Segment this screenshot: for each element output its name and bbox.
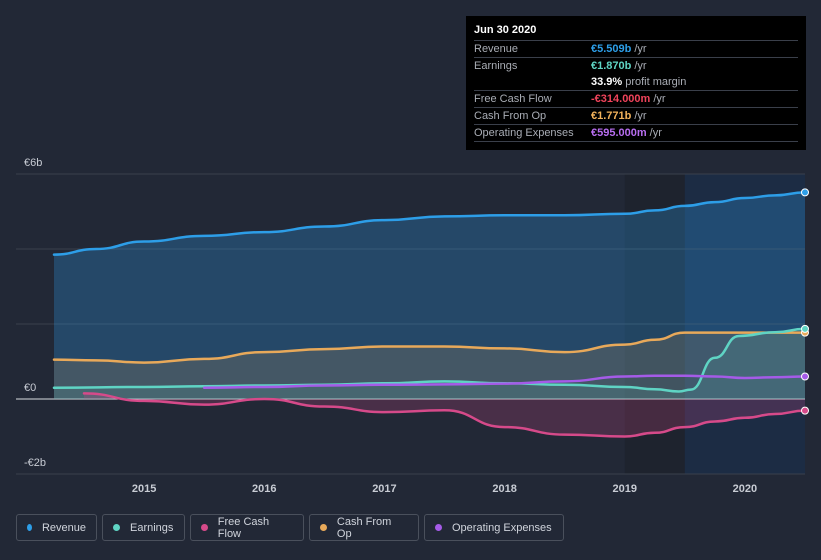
tooltip-row-profit-margin: 33.9% profit margin <box>474 74 798 91</box>
earnings-line <box>52 327 807 393</box>
tooltip-value: 33.9% <box>591 76 623 88</box>
legend-label: Free Cash Flow <box>217 515 270 540</box>
x-tick-label: 2018 <box>492 483 516 495</box>
tooltip-label: Earnings <box>474 60 518 72</box>
tooltip-row-free-cash-flow: Free Cash Flow -€314.000m /yr <box>474 91 798 108</box>
tooltip-row-cash-from-op: Cash From Op €1.771b /yr <box>474 108 798 125</box>
tooltip-label: Revenue <box>474 43 519 55</box>
legend-label: Revenue <box>41 521 86 534</box>
tooltip-value: -€314.000m <box>591 93 651 105</box>
x-tick-label: 2015 <box>132 483 156 495</box>
tooltip-label: Operating Expenses <box>474 127 574 139</box>
cash-from-op-line <box>52 331 807 364</box>
cash-from-op-area <box>54 332 805 399</box>
revenue-line <box>52 191 807 256</box>
legend-item-earnings[interactable]: Earnings <box>102 514 185 541</box>
legend-label: Cash From Op <box>336 515 392 540</box>
earnings-end-point <box>801 324 809 333</box>
free-cash-flow-end-point <box>801 406 809 415</box>
tooltip-label: Free Cash Flow <box>474 93 552 105</box>
tooltip-row-operating-expenses: Operating Expenses €595.000m /yr <box>474 125 798 142</box>
tooltip-value: €5.509b <box>591 43 632 55</box>
tooltip-value: €595.000m <box>591 127 647 139</box>
tooltip-unit: /yr <box>653 93 666 105</box>
legend-item-cash-from-op[interactable]: Cash From Op <box>309 514 419 541</box>
x-tick-label: 2017 <box>372 483 396 495</box>
legend-label: Operating Expenses <box>452 521 552 534</box>
operating-expenses-dot-icon <box>435 524 442 531</box>
y-tick-label: €6b <box>24 157 42 169</box>
tooltip-value: €1.771b <box>591 110 632 122</box>
tooltip-panel: Jun 30 2020 Revenue €5.509b /yr Earnings… <box>466 16 806 150</box>
operating-expenses-line <box>202 374 807 390</box>
free-cash-flow-dot-icon <box>201 524 208 531</box>
tooltip-unit: /yr <box>649 127 662 139</box>
tooltip-label: Cash From Op <box>474 110 547 122</box>
y-tick-label: €0 <box>24 382 36 394</box>
earnings-dot-icon <box>113 524 120 531</box>
y-tick-label: -€2b <box>24 457 46 469</box>
tooltip-value: €1.870b <box>591 60 632 72</box>
x-tick-label: 2016 <box>252 483 276 495</box>
revenue-dot-icon <box>27 524 32 531</box>
legend-label: Earnings <box>130 521 174 534</box>
tooltip-unit: profit margin <box>625 76 687 88</box>
tooltip-unit: /yr <box>634 43 647 55</box>
free-cash-flow-line <box>82 392 807 438</box>
x-tick-label: 2019 <box>613 483 637 495</box>
tooltip-unit: /yr <box>634 60 647 72</box>
revenue-area <box>54 192 805 399</box>
revenue-end-point <box>801 188 809 197</box>
free-cash-flow-area <box>84 393 805 437</box>
tooltip-date: Jun 30 2020 <box>474 23 798 41</box>
tooltip-row-earnings: Earnings €1.870b /yr <box>474 58 798 74</box>
tooltip-unit: /yr <box>634 110 647 122</box>
tooltip-row-revenue: Revenue €5.509b /yr <box>474 41 798 58</box>
legend-item-revenue[interactable]: Revenue <box>16 514 97 541</box>
cash-from-op-dot-icon <box>320 524 327 531</box>
operating-expenses-end-point <box>801 372 809 381</box>
x-tick-label: 2020 <box>733 483 757 495</box>
legend-item-free-cash-flow[interactable]: Free Cash Flow <box>190 514 304 541</box>
legend-item-operating-expenses[interactable]: Operating Expenses <box>424 514 564 541</box>
